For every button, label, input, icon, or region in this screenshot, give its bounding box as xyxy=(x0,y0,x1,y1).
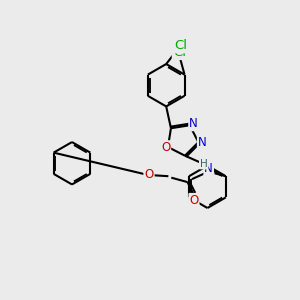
Text: O: O xyxy=(144,168,154,181)
Text: O: O xyxy=(189,194,199,207)
Text: O: O xyxy=(161,141,170,154)
Text: N: N xyxy=(189,117,198,130)
Text: N: N xyxy=(198,136,207,149)
Text: N: N xyxy=(204,162,213,175)
Text: H: H xyxy=(200,158,208,169)
Text: Cl: Cl xyxy=(173,46,186,59)
Text: Cl: Cl xyxy=(174,39,188,52)
